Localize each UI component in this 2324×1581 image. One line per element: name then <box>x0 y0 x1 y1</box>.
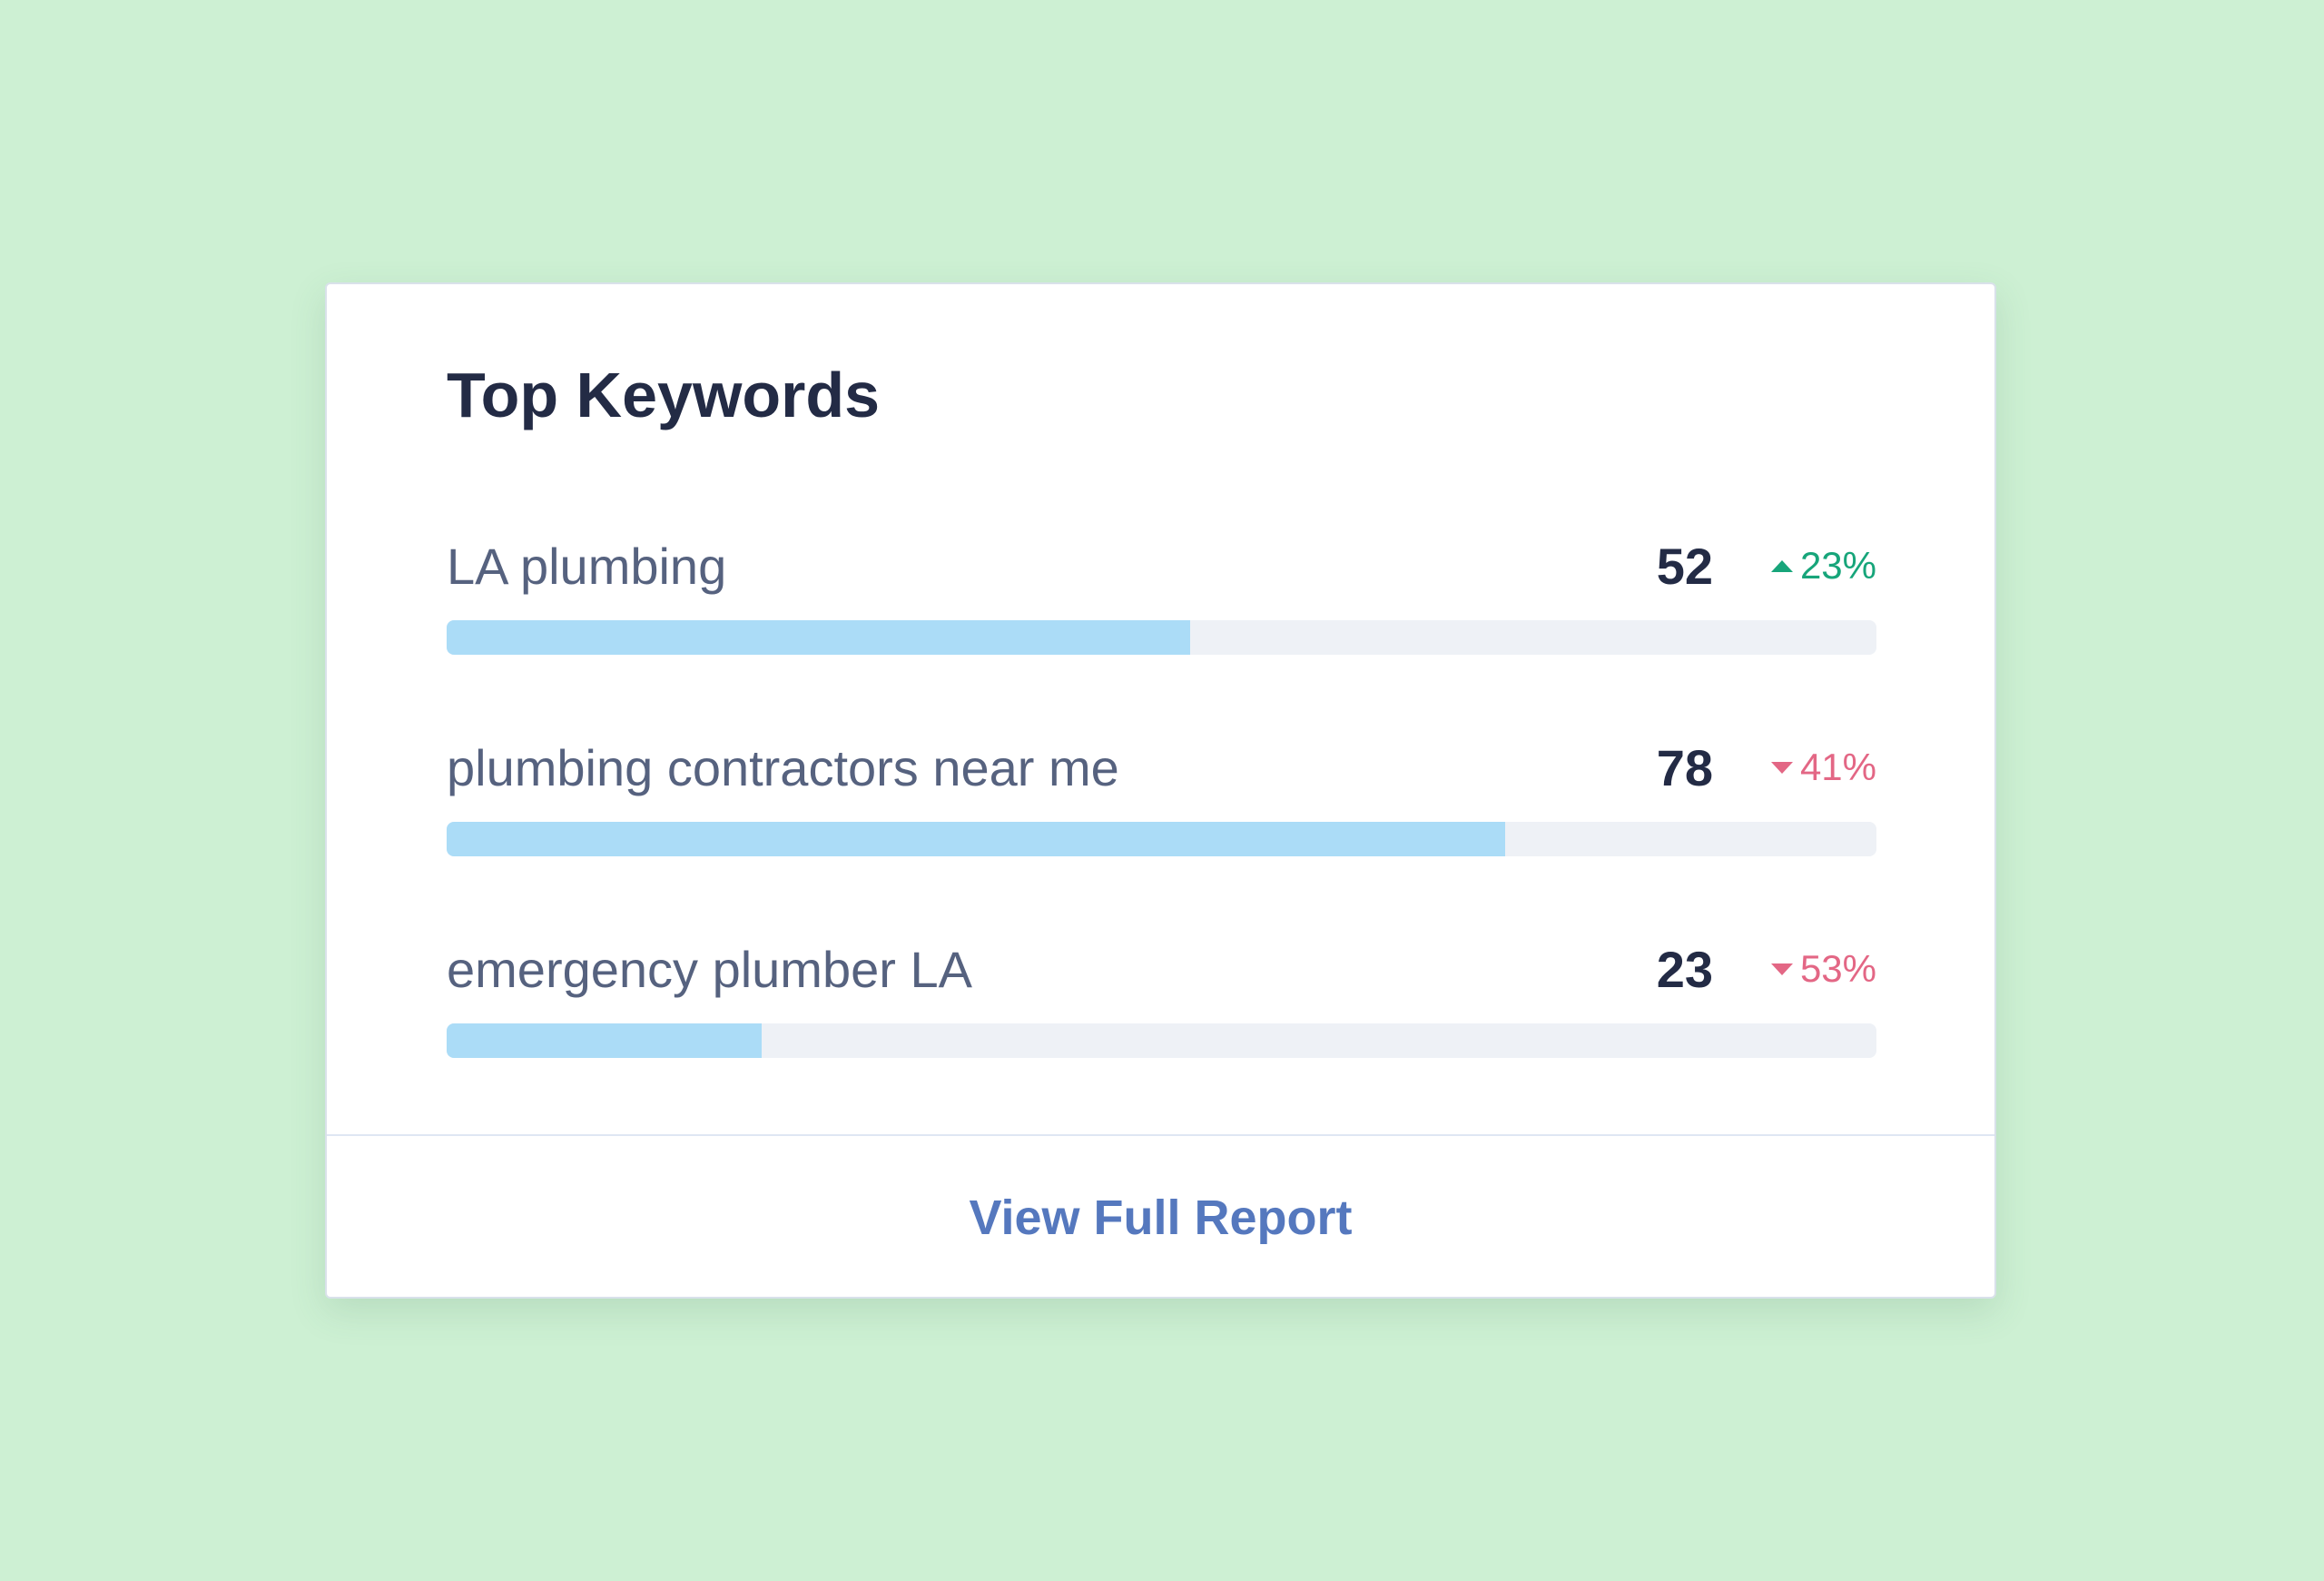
keyword-row-header: LA plumbing 52 23% <box>447 520 1876 611</box>
view-full-report-link[interactable]: View Full Report <box>969 1190 1353 1245</box>
keyword-row-header: plumbing contractors near me 78 41% <box>447 722 1876 813</box>
keyword-change-value: 23% <box>1799 544 1876 587</box>
footer-divider <box>327 1134 1994 1136</box>
keyword-bar-track <box>447 620 1876 655</box>
keyword-row-header: emergency plumber LA 23 53% <box>447 924 1876 1014</box>
keyword-change: 53% <box>1731 947 1876 991</box>
top-keywords-card: Top Keywords LA plumbing 52 23% plumbing… <box>325 282 1996 1299</box>
keyword-row: LA plumbing 52 23% <box>447 520 1876 722</box>
keyword-row: emergency plumber LA 23 53% <box>447 924 1876 1125</box>
keyword-change-value: 53% <box>1799 947 1876 990</box>
keyword-label: LA plumbing <box>447 537 727 595</box>
keyword-change: 23% <box>1731 544 1876 588</box>
caret-down-icon <box>1770 963 1793 975</box>
keyword-bar-fill <box>447 822 1505 856</box>
keyword-rank-value: 23 <box>1656 940 1713 998</box>
keyword-label: emergency plumber LA <box>447 940 972 998</box>
keyword-bar-fill <box>447 1023 762 1058</box>
keyword-label: plumbing contractors near me <box>447 738 1119 796</box>
keyword-change: 41% <box>1731 746 1876 789</box>
keyword-row: plumbing contractors near me 78 41% <box>447 722 1876 924</box>
keyword-list: LA plumbing 52 23% plumbing contractors … <box>447 520 1876 1125</box>
card-title: Top Keywords <box>447 360 881 430</box>
keyword-bar-track <box>447 1023 1876 1058</box>
keyword-rank-value: 52 <box>1656 537 1713 595</box>
keyword-bar-fill <box>447 620 1190 655</box>
keyword-change-value: 41% <box>1799 746 1876 788</box>
keyword-rank-value: 78 <box>1656 738 1713 796</box>
caret-up-icon <box>1770 559 1793 572</box>
keyword-bar-track <box>447 822 1876 856</box>
caret-down-icon <box>1770 761 1793 774</box>
